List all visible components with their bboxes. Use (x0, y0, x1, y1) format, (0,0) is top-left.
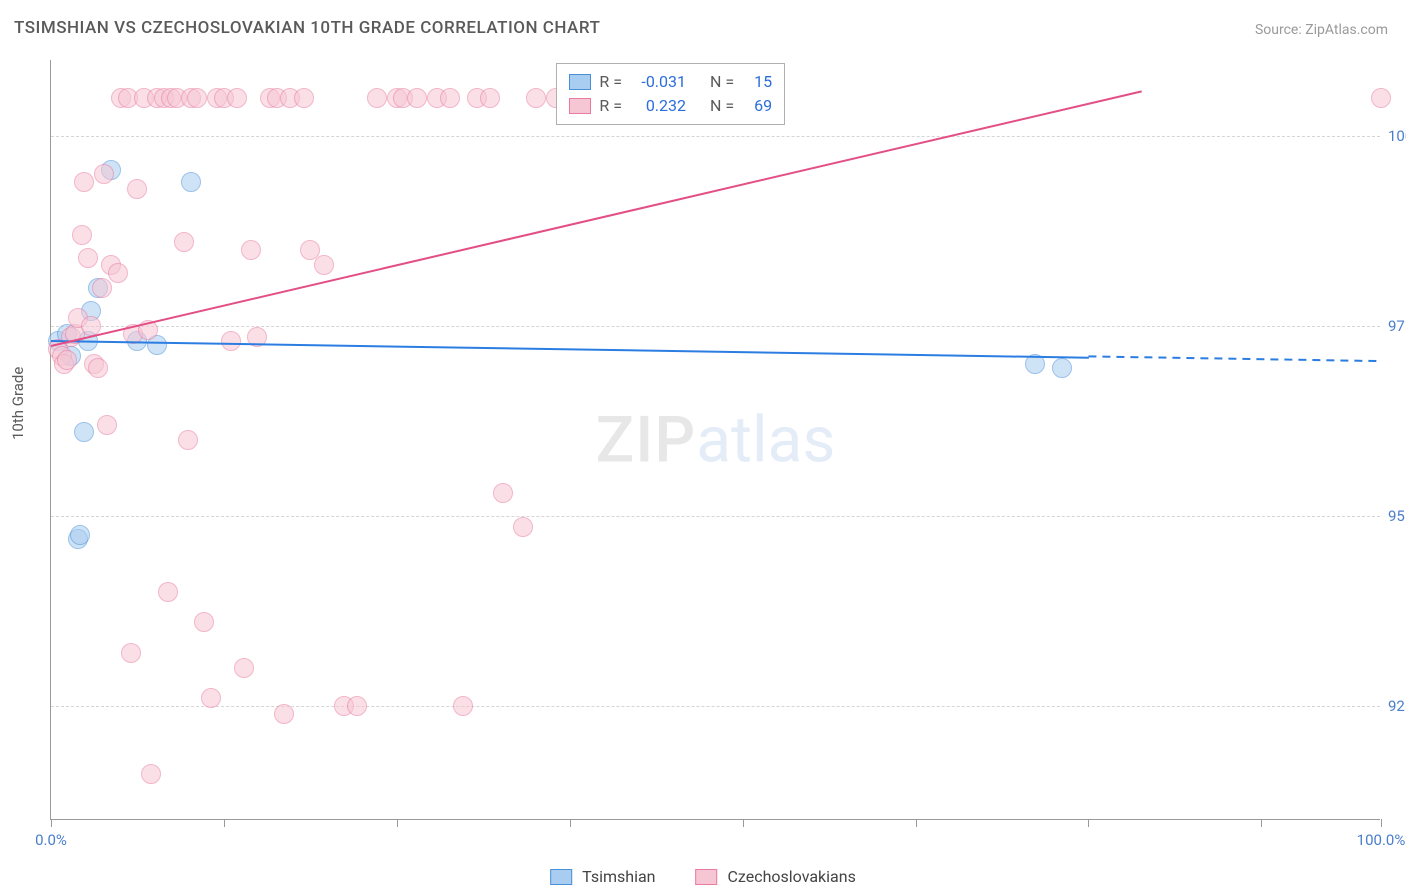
legend-n-label: N = (710, 70, 734, 94)
legend-r-label: R = (599, 70, 622, 94)
y-tick-label: 92.5% (1388, 697, 1406, 715)
x-tick (397, 819, 398, 827)
legend-stats-row: R = 0.232 N = 69 (569, 94, 772, 118)
legend-swatch (550, 869, 572, 885)
x-tick (743, 819, 744, 827)
chart-title: TSIMSHIAN VS CZECHOSLOVAKIAN 10TH GRADE … (14, 18, 600, 38)
plot-area: ZIPatlas 92.5%95.0%97.5%100.0%0.0%100.0%… (50, 60, 1380, 820)
legend-r-value: 0.232 (630, 94, 686, 118)
x-tick (916, 819, 917, 827)
legend-stats-row: R = -0.031 N = 15 (569, 70, 772, 94)
legend-n-label: N = (710, 94, 734, 118)
legend-item: Tsimshian (550, 867, 655, 886)
y-tick-label: 95.0% (1388, 507, 1406, 525)
legend-bottom: Tsimshian Czechoslovakians (550, 867, 856, 886)
legend-label: Czechoslovakians (728, 867, 856, 886)
legend-item: Czechoslovakians (696, 867, 856, 886)
legend-n-value: 15 (742, 70, 772, 94)
x-tick (1261, 819, 1262, 827)
y-tick-label: 100.0% (1388, 127, 1406, 145)
x-tick (1088, 819, 1089, 827)
regression-line-dashed (51, 60, 1381, 820)
y-tick-label: 97.5% (1388, 317, 1406, 335)
legend-stats: R = -0.031 N = 15 R = 0.232 N = 69 (556, 63, 785, 125)
legend-r-value: -0.031 (630, 70, 686, 94)
x-tick (224, 819, 225, 827)
legend-swatch (569, 98, 591, 114)
legend-swatch (569, 74, 591, 90)
legend-swatch (696, 869, 718, 885)
legend-r-label: R = (599, 94, 622, 118)
x-tick (1381, 819, 1382, 827)
legend-n-value: 69 (742, 94, 772, 118)
x-tick-label: 0.0% (35, 831, 67, 849)
x-tick (51, 819, 52, 827)
x-tick (570, 819, 571, 827)
legend-label: Tsimshian (582, 867, 655, 886)
y-axis-label: 10th Grade (9, 367, 27, 440)
source-attribution: Source: ZipAtlas.com (1255, 22, 1388, 38)
x-tick-label: 100.0% (1357, 831, 1406, 849)
